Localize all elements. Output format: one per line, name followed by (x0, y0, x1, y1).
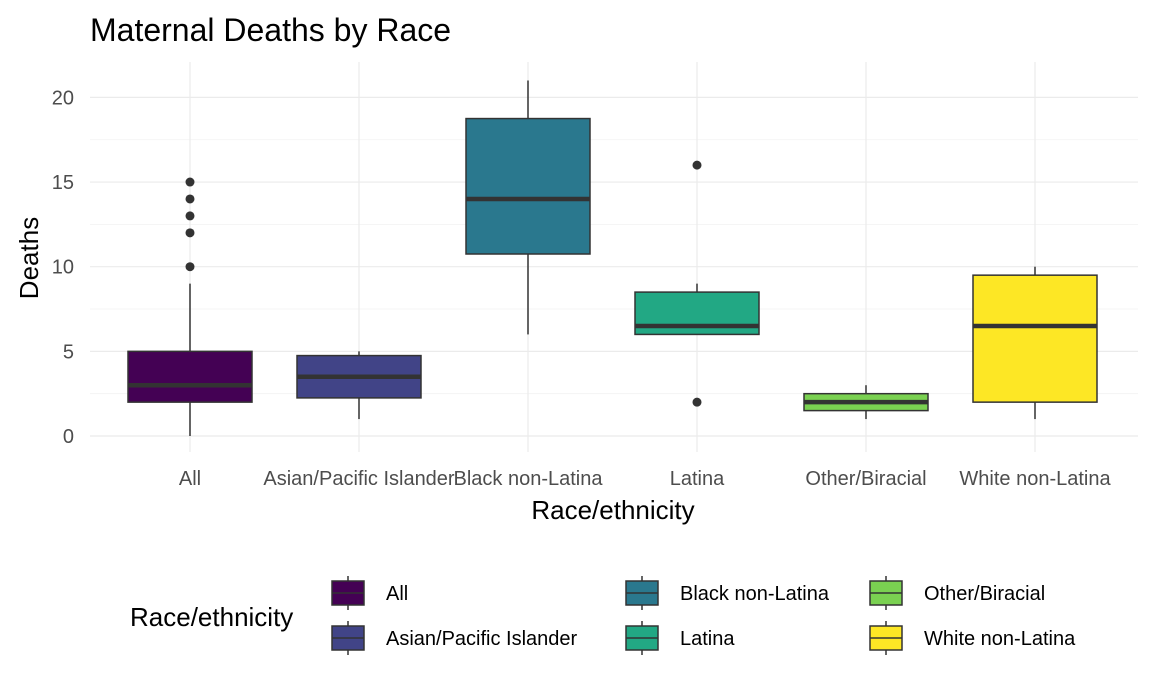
y-tick-label: 5 (63, 341, 74, 363)
y-tick-label: 0 (63, 426, 74, 448)
legend-item: Black non-Latina (625, 576, 830, 610)
box-black-non-latina (465, 80, 591, 335)
legend-item: White non-Latina (869, 621, 1076, 655)
box-asian-pacific-islander (296, 351, 422, 420)
x-tick-label: Other/Biracial (805, 468, 926, 490)
y-axis-title: Deaths (14, 217, 44, 299)
y-tick-label: 10 (52, 257, 74, 279)
y-tick-labels: 0 5 10 15 20 (52, 87, 74, 448)
x-tick-label: Latina (670, 468, 725, 490)
legend-title: Race/ethnicity (130, 602, 293, 632)
x-axis-title: Race/ethnicity (531, 495, 694, 525)
legend-item: Latina (625, 621, 735, 655)
box-iqr (127, 350, 253, 403)
box-iqr (465, 117, 591, 255)
box-white-non-latina (972, 266, 1098, 420)
outlier-point (185, 262, 195, 272)
x-tick-label: Asian/Pacific Islander (263, 468, 455, 490)
legend-label: All (386, 583, 408, 605)
legend: Race/ethnicity All Asian/Pacific Islander… (130, 576, 1076, 655)
legend-item: Other/Biracial (869, 576, 1045, 610)
x-tick-label: Black non-Latina (454, 468, 604, 490)
box-all (127, 177, 253, 436)
box-iqr (972, 274, 1098, 403)
legend-label: Other/Biracial (924, 583, 1045, 605)
legend-item: All (331, 576, 408, 610)
legend-items: All Asian/Pacific Islander Black non-Latin… (331, 576, 1076, 655)
legend-label: Latina (680, 628, 735, 650)
y-tick-label: 20 (52, 87, 74, 109)
legend-label: White non-Latina (924, 628, 1076, 650)
x-tick-label: White non-Latina (959, 468, 1111, 490)
box-latina (634, 160, 760, 407)
chart-title: Maternal Deaths by Race (90, 12, 451, 48)
outlier-point (185, 177, 195, 187)
outlier-point (185, 211, 195, 221)
legend-label: Black non-Latina (680, 583, 830, 605)
legend-label: Asian/Pacific Islander (386, 628, 578, 650)
y-tick-label: 15 (52, 172, 74, 194)
outlier-point (692, 397, 702, 407)
legend-item: Asian/Pacific Islander (331, 621, 578, 655)
outlier-point (185, 228, 195, 238)
box-other-biracial (803, 385, 929, 420)
outlier-point (692, 160, 702, 170)
x-tick-label: All (179, 468, 201, 490)
box-plots (127, 80, 1098, 436)
outlier-point (185, 194, 195, 204)
